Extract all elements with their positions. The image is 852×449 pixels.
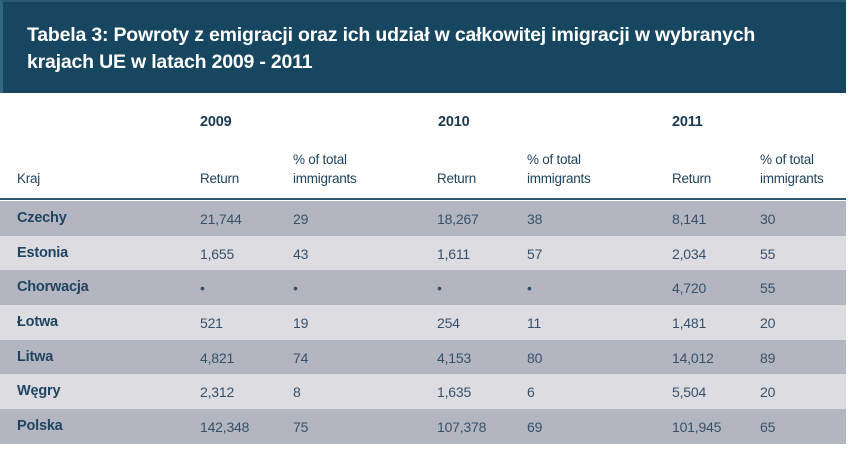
column-header-pct-2011: % of total immigrants [760,150,852,188]
header-separator-rule [0,198,846,200]
cell-return-2009: • [200,280,205,297]
cell-pct-2010: 11 [527,315,542,332]
table-row: Chorwacja • • • • 4,720 55 [0,270,846,306]
table-row: Łotwa 521 19 254 11 1,481 20 [0,305,846,340]
year-group-header-row: 2009 2010 2011 [0,93,846,133]
cell-country: Węgry [17,383,61,400]
table-title: Tabela 3: Powroty z emigracji oraz ich u… [27,24,756,73]
cell-pct-2011: 89 [760,349,776,366]
cell-return-2009: 21,744 [200,211,242,227]
cell-country: Łotwa [17,314,58,331]
cell-return-2010: 107,378 [437,419,487,436]
cell-pct-2011: 20 [760,315,776,332]
cell-return-2011: 8,141 [672,211,707,227]
cell-pct-2010: • [527,280,532,297]
cell-pct-2010: 57 [527,245,543,262]
table-row: Węgry 2,312 8 1,635 6 5,504 20 [0,374,846,410]
cell-return-2011: 1,481 [672,315,707,332]
pct-header-line1: % of total [760,152,814,167]
cell-pct-2009: 74 [293,349,309,366]
cell-pct-2009: 43 [293,245,309,262]
cell-pct-2009: 8 [293,384,301,401]
cell-return-2011: 5,504 [672,384,707,401]
cell-pct-2009: 19 [293,315,309,332]
pct-header-line1: % of total [527,152,581,167]
cell-country: Litwa [17,348,54,365]
cell-return-2011: 101,945 [672,419,722,436]
table-row: Litwa 4,821 74 4,153 80 14,012 89 [0,339,846,375]
cell-return-2010: 1,635 [437,384,472,401]
column-header-return-2010: Return [437,171,477,186]
cell-pct-2011: 55 [760,280,776,297]
column-header-country: Kraj [17,171,41,186]
cell-pct-2011: 55 [760,245,776,262]
column-header-pct-2010: % of total immigrants [527,150,637,188]
cell-return-2011: 4,720 [672,280,707,297]
table-row: Czechy 21,744 29 18,267 38 8,141 30 [0,201,846,236]
table-row: Estonia 1,655 43 1,611 57 2,034 55 [0,235,846,271]
year-group-2009: 2009 [200,114,232,130]
cell-pct-2011: 30 [760,211,776,227]
table-title-banner: Tabela 3: Powroty z emigracji oraz ich u… [0,0,846,93]
cell-pct-2010: 6 [527,384,535,401]
cell-country: Estonia [17,244,68,261]
cell-return-2009: 4,821 [200,349,235,366]
cell-return-2010: 4,153 [437,349,472,366]
cell-pct-2009: 75 [293,419,309,436]
cell-return-2011: 2,034 [672,245,707,262]
pct-header-line1: % of total [293,152,347,167]
cell-return-2009: 142,348 [200,419,250,436]
cell-return-2010: • [437,280,442,297]
pct-header-line2: immigrants [293,171,357,186]
cell-pct-2010: 38 [527,211,543,227]
cell-pct-2010: 80 [527,349,543,366]
year-group-2011: 2011 [672,114,703,130]
cell-return-2010: 18,267 [437,211,479,227]
cell-return-2010: 1,611 [437,245,470,262]
cell-pct-2009: • [293,280,298,297]
cell-country: Czechy [17,210,67,226]
cell-country: Polska [17,418,63,435]
cell-return-2009: 521 [200,315,223,332]
cell-return-2010: 254 [437,315,460,332]
column-header-pct-2009: % of total immigrants [293,150,403,188]
pct-header-line2: immigrants [527,171,591,186]
cell-return-2009: 1,655 [200,245,235,262]
data-table: 2009 2010 2011 Kraj Return % of total im… [0,93,846,449]
column-header-return-2011: Return [672,171,712,186]
column-header-return-2009: Return [200,171,240,186]
cell-pct-2009: 29 [293,211,309,227]
cell-pct-2010: 69 [527,419,543,436]
cell-pct-2011: 20 [760,384,776,401]
cell-country: Chorwacja [17,279,89,296]
pct-header-line2: immigrants [760,171,824,186]
column-header-row: Kraj Return % of total immigrants Return… [0,133,846,199]
cell-pct-2011: 65 [760,419,776,436]
year-group-2010: 2010 [438,114,470,130]
cell-return-2009: 2,312 [200,384,235,401]
cell-return-2011: 14,012 [672,349,714,366]
table-body: Czechy 21,744 29 18,267 38 8,141 30 Estonia 1,65… [0,201,846,444]
table-row: Polska 142,348 75 107,378 69 101,945 65 [0,409,846,444]
